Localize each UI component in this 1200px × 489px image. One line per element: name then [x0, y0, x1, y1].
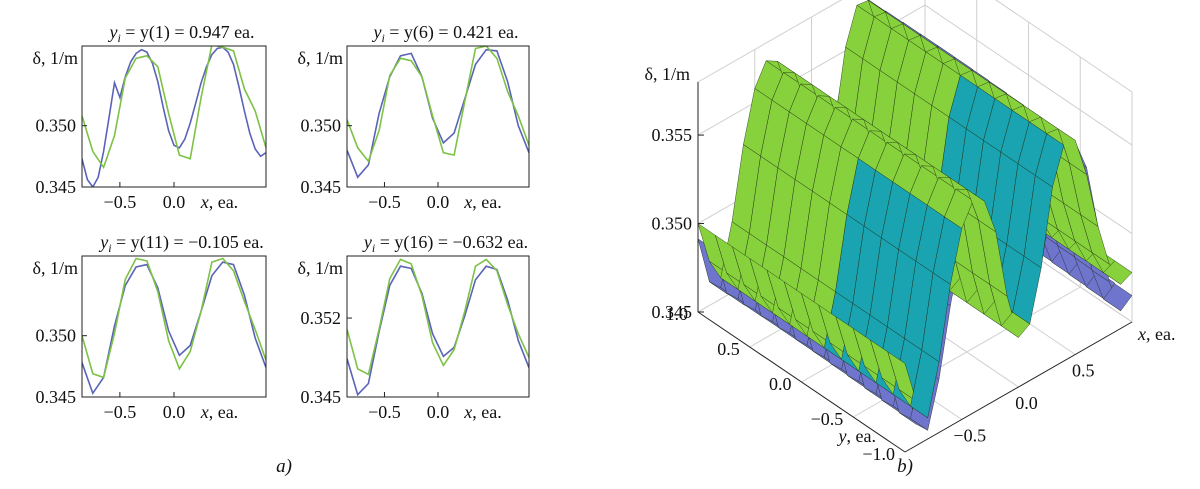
x-axis-label: x, ea. [200, 192, 238, 212]
surface-axes-front [697, 82, 1133, 453]
plot-frame [346, 255, 530, 398]
x-axis-unit: , ea. [472, 402, 501, 422]
title-subscript: i [108, 241, 111, 255]
plot-frame [346, 45, 530, 188]
z-tick-label: 0.345 [652, 302, 693, 322]
y-axis-label: δ, 1/m [33, 48, 78, 68]
y-tick-label: 0.350 [301, 116, 342, 136]
y-axis-line [697, 311, 906, 453]
x-tick-label: 0.0 [427, 192, 450, 212]
z-tick-label: 0.350 [652, 214, 693, 234]
surface-meshes [697, 0, 1133, 431]
x-axis-line [904, 321, 1133, 453]
title-rest: = y(1) = 0.947 ea. [121, 22, 255, 43]
title-subscript: i [372, 241, 375, 255]
surface-patch [1103, 283, 1133, 312]
x-axis-var: x [200, 402, 209, 422]
x-axis-label: x, ea. [1137, 324, 1175, 344]
chart-title: yi = y(6) = 0.421 ea. [371, 22, 518, 45]
title-subscript: i [117, 31, 120, 45]
x-axis-var: x [463, 402, 472, 422]
y-axis-unit: , ea. [847, 426, 876, 446]
y-tick-label: 0.345 [36, 387, 77, 407]
y-axis-var: y [837, 426, 847, 446]
y-tick-label: 0.345 [301, 387, 342, 407]
line-chart-2: yi = y(6) = 0.421 ea. δ, 1/m 0.345 0.350 −0.… [298, 22, 530, 212]
x-axis-unit: , ea. [472, 192, 501, 212]
series-blue-line [82, 261, 266, 396]
series-green-line [347, 46, 529, 163]
y-tick-label: 0.350 [36, 116, 77, 136]
x-tick-label: 0.0 [1015, 393, 1038, 413]
x-tick-label: 0.0 [427, 402, 450, 422]
y-tick-label: 0.345 [301, 177, 342, 197]
title-rest: = y(6) = 0.421 ea. [385, 22, 519, 43]
y-tick-label: 0.0 [769, 374, 792, 394]
chart-title: yi = y(11) = −0.105 ea. [98, 232, 264, 255]
z-tick-label: 0.355 [652, 125, 693, 145]
title-rest: = y(16) = −0.632 ea. [375, 232, 528, 253]
x-axis-label: x, ea. [463, 402, 501, 422]
title-rest: = y(11) = −0.105 ea. [112, 232, 264, 253]
series-green-line [82, 46, 266, 170]
caption-b: b) [897, 456, 913, 477]
x-tick-label: 0.5 [1072, 361, 1095, 381]
x-axis-label: x, ea. [463, 192, 501, 212]
x-tick-label: −0.5 [953, 426, 986, 446]
x-tick-label: −0.5 [368, 192, 401, 212]
series-blue-line [347, 48, 529, 179]
y-tick-label: −0.5 [811, 409, 844, 429]
x-axis-unit: , ea. [209, 402, 238, 422]
title-y: y [98, 232, 108, 252]
x-axis-unit: , ea. [1146, 324, 1175, 344]
line-chart-4: yi = y(16) = −0.632 ea. δ, 1/m 0.345 0.352 −… [298, 232, 530, 422]
y-tick-label: −1.0 [862, 444, 895, 464]
line-chart-3: yi = y(11) = −0.105 ea. δ, 1/m 0.345 0.350 −… [33, 232, 267, 422]
y-axis-label: δ, 1/m [298, 48, 343, 68]
x-tick-label: −0.5 [368, 402, 401, 422]
title-y: y [371, 22, 381, 42]
surface-patch [1103, 260, 1133, 285]
x-axis-label: x, ea. [200, 402, 238, 422]
surface-green [697, 0, 1133, 419]
x-tick-label: 0.0 [163, 192, 186, 212]
x-tick-label: −0.5 [104, 192, 137, 212]
surface-axis-labels: 0.345 0.350 0.355 δ, 1/m −1.0 −0.5 0.0 0.5 1.0 −0… [645, 64, 1176, 464]
panel-b-surface-plot: 0.345 0.350 0.355 δ, 1/m −1.0 −0.5 0.0 0.5 1.0 −0… [645, 0, 1176, 464]
y-tick-label: 0.350 [36, 326, 77, 346]
panel-a-line-charts: yi = y(1) = 0.947 ea.δ, 1/m0.3450.350−0.… [33, 22, 530, 422]
x-axis-var: x [463, 192, 472, 212]
y-tick-label: 1.0 [666, 304, 689, 324]
title-y: y [362, 232, 372, 252]
y-axis-label: y, ea. [837, 426, 876, 446]
x-tick-label: 0.0 [163, 402, 186, 422]
x-axis-unit: , ea. [209, 192, 238, 212]
title-y: y [107, 22, 117, 42]
series-blue-line [82, 46, 266, 187]
chart-title: yi = y(1) = 0.947 ea. [107, 22, 254, 45]
caption-a: a) [276, 456, 292, 477]
x-axis-var: x [1137, 324, 1146, 344]
series-green-line [82, 257, 266, 379]
line-chart-1: yi = y(1) = 0.947 ea. δ, 1/m 0.345 0.350 −0.… [33, 22, 267, 212]
x-tick-label: −0.5 [104, 402, 137, 422]
y-tick-label: 0.5 [717, 339, 740, 359]
z-axis-label: δ, 1/m [645, 64, 690, 84]
y-tick-label: 0.352 [301, 308, 342, 328]
y-axis-label: δ, 1/m [298, 258, 343, 278]
chart-title: yi = y(16) = −0.632 ea. [362, 232, 528, 255]
series-green-line [347, 258, 529, 376]
y-tick-label: 0.345 [36, 177, 77, 197]
y-axis-label: δ, 1/m [33, 258, 78, 278]
title-subscript: i [381, 31, 384, 45]
x-axis-var: x [200, 192, 209, 212]
